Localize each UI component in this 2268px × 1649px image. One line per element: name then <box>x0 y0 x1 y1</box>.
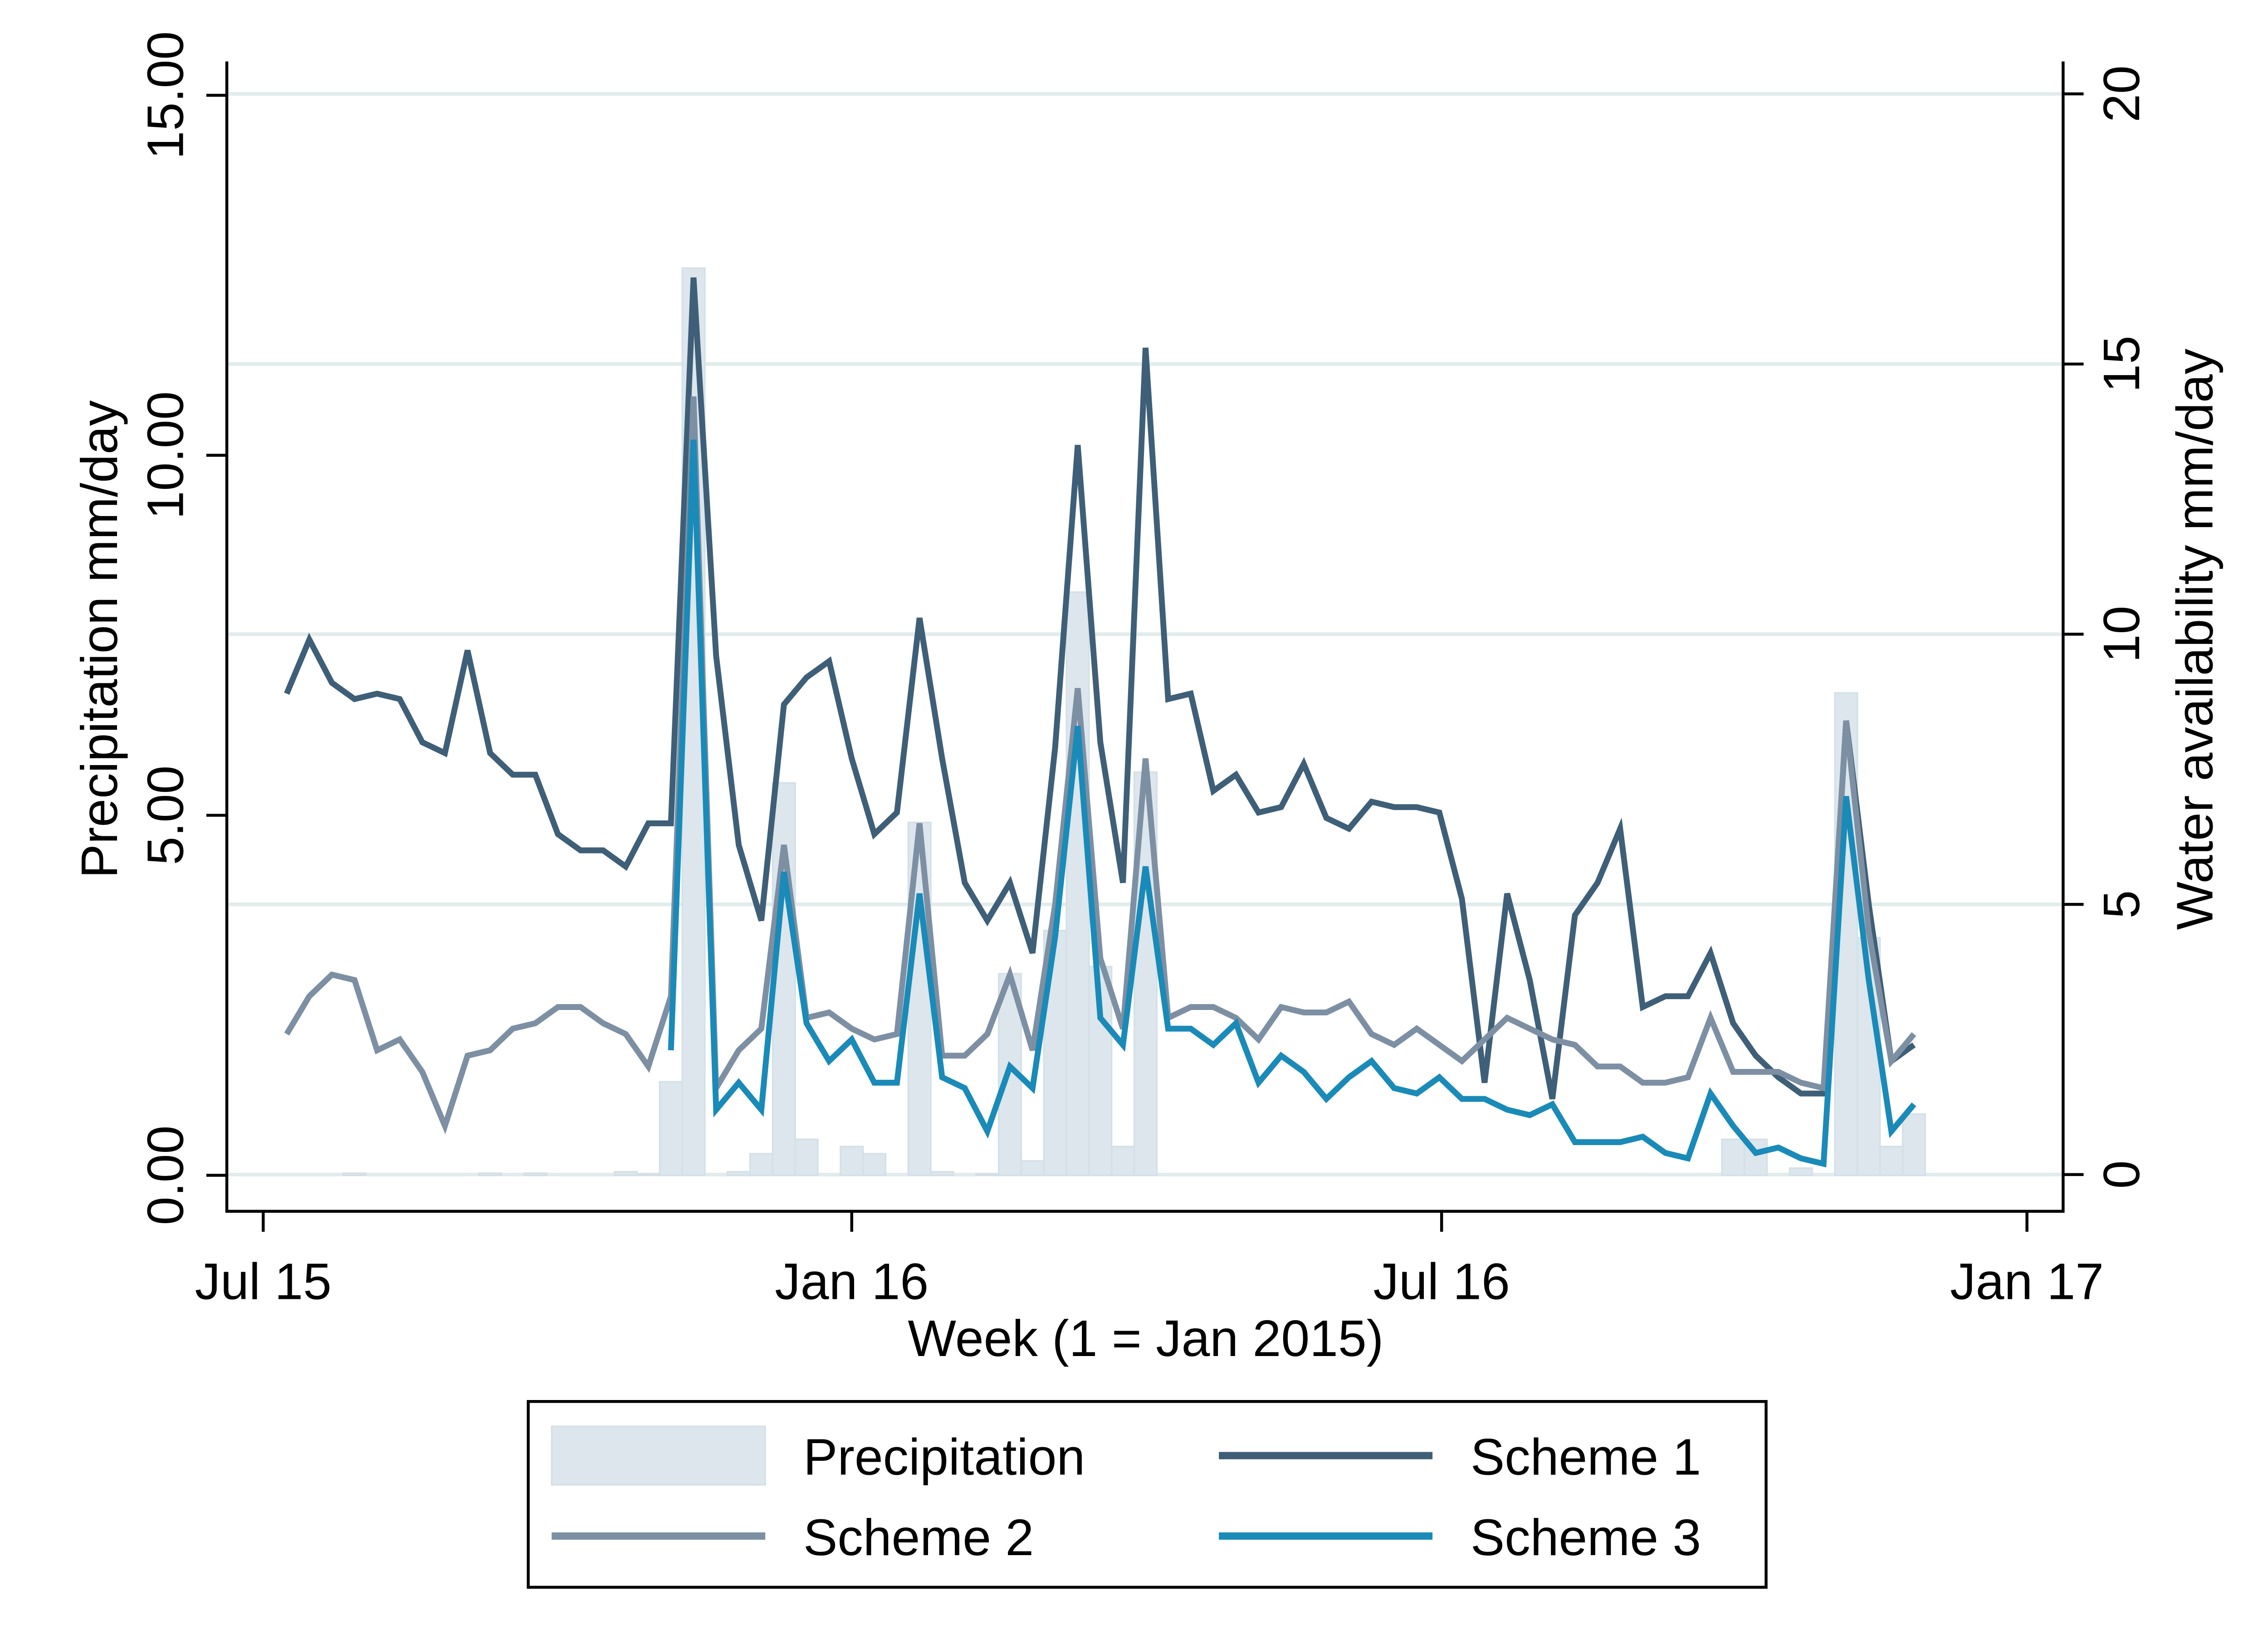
legend: Precipitation Scheme 1 Scheme 2 Scheme 3 <box>527 1400 1768 1589</box>
y-tick-label: 10.00 <box>137 391 194 519</box>
bar <box>840 1146 864 1176</box>
bar <box>613 1171 638 1176</box>
legend-swatch <box>551 1425 766 1486</box>
bar <box>1020 1160 1045 1176</box>
x-tick-label: Jul 16 <box>1374 1253 1510 1310</box>
y-tick-label: 0.00 <box>137 1126 194 1225</box>
series-line <box>284 277 1916 1100</box>
bar <box>523 1172 547 1176</box>
bar <box>727 1171 751 1176</box>
bar <box>342 1172 367 1176</box>
bar <box>1111 1146 1135 1176</box>
bar <box>749 1153 773 1176</box>
y-tick-label: 15.00 <box>137 31 194 159</box>
legend-label: Scheme 3 <box>1471 1509 1701 1566</box>
bar <box>930 1171 954 1176</box>
series-line <box>284 396 1916 1135</box>
y2-axis-title: Water availability mm/day <box>2166 348 2223 930</box>
bar <box>478 1172 503 1176</box>
y2-tick-label: 15 <box>2093 336 2150 393</box>
axes: Jul 15 Jan 16 Jul 16 Jan 17 0.00 5.00 10.00 15.… <box>137 31 2150 1310</box>
bar <box>1789 1167 1813 1176</box>
y2-tick-label: 20 <box>2093 65 2150 122</box>
bar <box>1721 1138 1745 1176</box>
x-tick-label: Jan 17 <box>1950 1253 2104 1310</box>
bar <box>1901 1113 1926 1176</box>
lines <box>284 277 1916 1168</box>
y2-tick-label: 10 <box>2093 606 2150 663</box>
x-tick-label: Jan 16 <box>775 1253 929 1310</box>
bar <box>659 1081 683 1176</box>
legend-label: Scheme 1 <box>1471 1428 1701 1485</box>
series-line <box>668 439 1916 1168</box>
legend-label: Precipitation <box>803 1428 1085 1485</box>
x-tick-label: Jul 15 <box>195 1253 332 1310</box>
bar <box>636 1173 660 1176</box>
y-axis-title: Precipitation mm/day <box>71 400 128 878</box>
x-axis-title: Week (1 = Jan 2015) <box>908 1310 1383 1367</box>
legend-label: Scheme 2 <box>803 1509 1034 1566</box>
y2-tick-label: 5 <box>2093 890 2150 919</box>
bar <box>1066 591 1090 1176</box>
bar <box>862 1153 887 1176</box>
y2-tick-label: 0 <box>2093 1160 2150 1189</box>
bar <box>794 1138 819 1176</box>
bar <box>1879 1146 1904 1176</box>
bar <box>975 1173 1000 1176</box>
y-tick-label: 5.00 <box>137 766 194 865</box>
